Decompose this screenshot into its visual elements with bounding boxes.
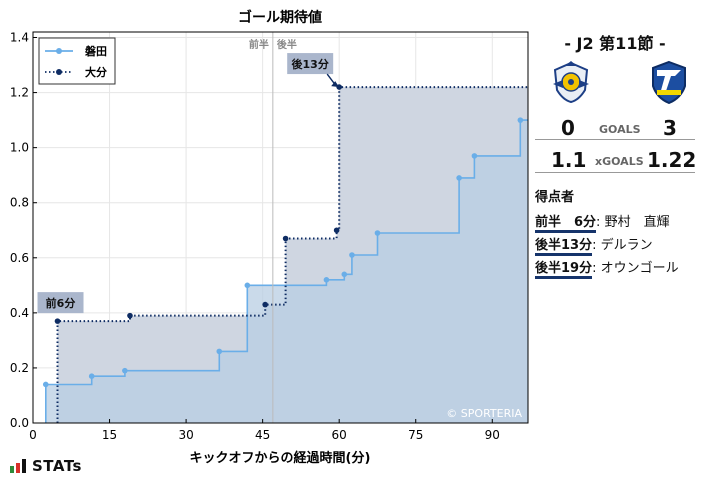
data-point: [323, 277, 330, 283]
annotation-label: 前6分: [46, 296, 76, 310]
data-point: [282, 235, 289, 242]
match-panel: - J2 第11節 - 0 GOALS 3 1.1 xGOALS 1.22 得点…: [535, 0, 707, 479]
data-point: [122, 367, 128, 374]
annotations: 前6分 後13分: [37, 53, 340, 314]
data-point: [517, 117, 524, 123]
axes: 前半 後半: [32, 31, 529, 424]
annotation-arrowhead: [331, 81, 340, 88]
legend-marker: [56, 69, 62, 75]
y-tick-label: 0.8: [10, 196, 29, 210]
annotation-box: [287, 53, 334, 75]
data-point: [471, 153, 478, 159]
goals-label: GOALS: [599, 123, 641, 136]
away-xg: 1.22: [647, 148, 697, 172]
x-tick-label: 75: [408, 428, 423, 442]
y-tick-label: 1.0: [10, 141, 29, 155]
scorer-name: デルラン: [600, 238, 653, 253]
x-tick-label: 30: [178, 428, 193, 442]
divider: [535, 139, 695, 140]
data-point: [456, 175, 462, 181]
watermark: © SPORTERIA: [446, 407, 522, 420]
xg-label: xGOALS: [595, 155, 644, 168]
data-point: [262, 301, 268, 308]
halftime-label: 後半: [277, 38, 297, 51]
y-tick-label: 0.6: [10, 251, 29, 265]
scorer-name: 野村 直輝: [604, 215, 670, 230]
x-tick-label: 90: [485, 428, 500, 442]
y-tick-label: 1.2: [10, 86, 29, 100]
x-tick-label: 15: [102, 428, 117, 442]
xg-chart: ゴール期待値 前半 後半 0 15 30 45 60 75 90 0.0 0.2 0.4 0.6 0.8…: [10, 9, 529, 466]
home-xg: 1.1: [551, 148, 587, 172]
jubilo-iwata-crest-icon: [553, 61, 589, 104]
annotation-label: 後13分: [292, 57, 329, 71]
data-point: [349, 252, 355, 258]
scorers-title: 得点者: [535, 190, 575, 205]
scorer-row: 後半13分: デルラン: [535, 234, 653, 256]
legend-label: 大分: [85, 65, 107, 79]
scorer-row: 後半19分: オウンゴール: [535, 257, 679, 279]
scorer-time: 後半19分: [535, 261, 593, 279]
series-lines: [45, 86, 528, 423]
series-markers: [42, 84, 524, 388]
chart-title: ゴール期待値: [238, 9, 322, 26]
home-goals: 0: [561, 116, 575, 140]
x-tick-label: 0: [29, 428, 37, 442]
scorer-time: 後半13分: [535, 238, 593, 256]
data-point: [88, 373, 95, 379]
data-point: [244, 282, 251, 289]
data-point: [341, 271, 348, 278]
plot-frame: [32, 31, 529, 424]
away-goals: 3: [663, 116, 677, 140]
halftime-label: 前半: [249, 38, 269, 51]
data-point: [216, 348, 223, 355]
annotation-box: [37, 292, 84, 314]
divider: [535, 172, 695, 173]
scorer-row: 前半 6分: 野村 直輝: [535, 211, 670, 233]
series-area: [45, 120, 529, 423]
y-tick-label: 0.2: [10, 361, 29, 375]
legend-marker: [56, 48, 62, 54]
data-point: [42, 381, 49, 388]
area-fills: [45, 87, 529, 423]
y-tick-label: 0.0: [10, 416, 29, 430]
data-point: [374, 230, 381, 236]
match-title: - J2 第11節 -: [564, 34, 666, 53]
data-point: [127, 312, 133, 319]
scorer-name: オウンゴール: [600, 261, 679, 276]
data-point: [54, 318, 61, 324]
data-point: [333, 227, 340, 234]
legend-box: [38, 37, 116, 85]
x-tick-label: 60: [332, 428, 347, 442]
series-line: [45, 119, 528, 423]
stats-brand: STATs: [32, 457, 82, 475]
x-tick-label: 45: [255, 428, 270, 442]
y-tick-label: 0.4: [10, 306, 29, 320]
y-tick-label: 1.4: [10, 31, 29, 45]
stats-bars-icon: [10, 459, 26, 473]
legend-label: 磐田: [85, 44, 107, 58]
scorer-time: 前半 6分: [535, 215, 597, 233]
trinita-oita-crest-icon: [652, 60, 686, 104]
tick-labels: 0 15 30 45 60 75 90 0.0 0.2 0.4 0.6 0.8 1.0 1.2 1.4: [10, 31, 500, 442]
x-axis-label: キックオフからの経過時間(分): [190, 450, 371, 466]
